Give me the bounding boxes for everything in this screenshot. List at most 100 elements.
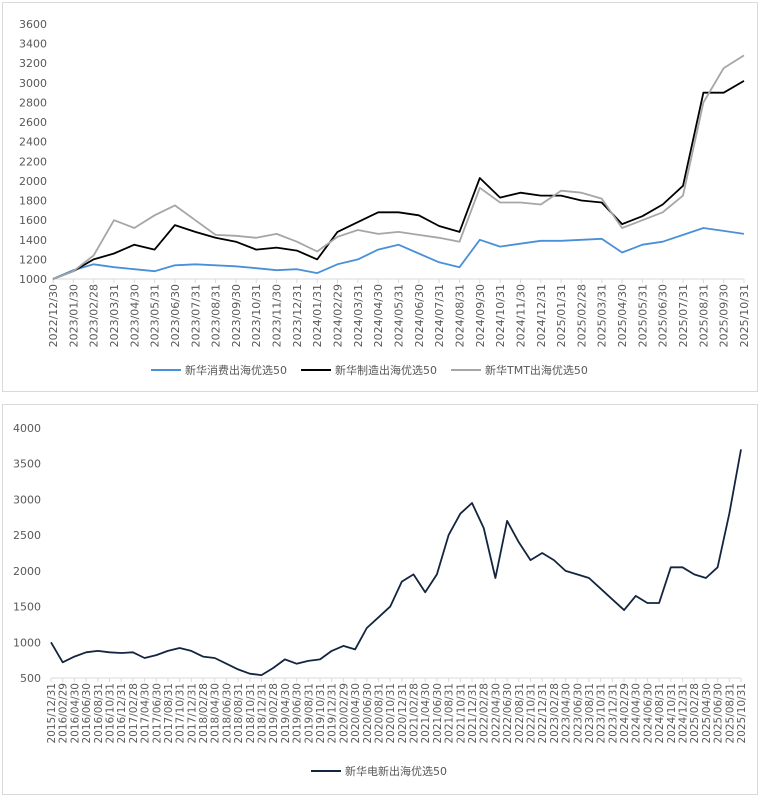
- series-line: [52, 227, 745, 280]
- x-tick-label: 2020/04/30: [350, 683, 362, 744]
- x-tick-label: 2022/12/31: [537, 683, 549, 744]
- x-tick-label: 2025/01/31: [555, 284, 568, 347]
- y-tick-label: 2200: [19, 155, 47, 168]
- x-tick-label: 2024/11/30: [514, 284, 527, 347]
- x-tick-label: 2019/06/30: [292, 683, 304, 744]
- y-tick-label: 1600: [19, 214, 47, 227]
- legend-swatch: [301, 369, 331, 371]
- x-tick-label: 2023/02/28: [88, 284, 101, 347]
- y-tick-label: 3400: [19, 38, 47, 51]
- x-tick-label: 2023/09/30: [230, 284, 243, 347]
- y-tick-label: 3000: [19, 77, 47, 90]
- x-tick-label: 2025/10/31: [736, 683, 748, 744]
- chart-top-svg: 1000 1200 1400 1600 1800 2000 2200 2400 2600 2800…: [19, 18, 751, 347]
- x-tick-label: 2023/03/31: [108, 284, 121, 347]
- x-tick-label: 2023/07/31: [189, 284, 202, 347]
- legend-swatch: [451, 369, 481, 371]
- legend-label: 新华电新出海优选50: [345, 765, 447, 778]
- x-tick-label: 2019/04/30: [280, 683, 292, 744]
- y-tick-label: 2600: [19, 116, 47, 129]
- x-tick-label: 2019/12/31: [327, 683, 339, 744]
- chart-panel-bottom: 500 1000 1500 2000 2500 3000 3500 4000 2015/12/3…: [2, 404, 758, 795]
- x-tick-label: 2017/04/30: [140, 683, 152, 744]
- x-tick-label: 2024/12/31: [678, 683, 690, 744]
- series-line: [52, 54, 745, 280]
- x-tick-label: 2025/07/31: [677, 284, 690, 347]
- x-tick-label: 2022/12/30: [47, 284, 60, 347]
- x-tick-label: 2024/12/31: [535, 284, 548, 347]
- x-tick-label: 2025/10/31: [738, 284, 751, 347]
- x-tick-label: 2023/08/31: [210, 284, 223, 347]
- y-tick-label: 1500: [13, 601, 41, 614]
- x-tick-label: 2025/05/31: [636, 284, 649, 347]
- x-tick-label: 2024/09/30: [474, 284, 487, 347]
- x-tick-label: 2023/05/31: [149, 284, 162, 347]
- legend-item: 新华消费出海优选50: [151, 362, 287, 378]
- chart-panel-top: 1000 1200 1400 1600 1800 2000 2200 2400 2600 2800…: [2, 2, 758, 392]
- x-tick-label: 2025/04/30: [701, 683, 713, 744]
- x-tick-label: 2025/08/31: [724, 683, 736, 744]
- x-tick-label: 2021/12/31: [467, 683, 479, 744]
- x-tick-label: 2024/08/31: [453, 284, 466, 347]
- x-tick-label: 2020/02/29: [338, 683, 350, 744]
- x-tick-label: 2016/08/31: [93, 683, 105, 744]
- x-tick-label: 2021/08/31: [444, 683, 456, 744]
- x-tick-label: 2019/02/28: [268, 683, 280, 744]
- x-tick-label: 2016/06/30: [81, 683, 93, 744]
- legend-item: 新华TMT出海优选50: [451, 362, 588, 378]
- x-tick-label: 2022/10/31: [525, 683, 537, 744]
- x-tick-label: 2016/12/31: [116, 683, 128, 744]
- y-tick-label: 3500: [13, 458, 41, 471]
- x-tick-label: 2024/04/30: [372, 284, 385, 347]
- x-tick-label: 2023/12/31: [607, 683, 619, 744]
- y-tick-label: 1200: [19, 253, 47, 266]
- x-tick-label: 2018/02/28: [198, 683, 210, 744]
- legend-item: 新华制造出海优选50: [301, 362, 437, 378]
- x-tick-label: 2024/10/31: [666, 683, 678, 744]
- x-tick-label: 2017/06/30: [151, 683, 163, 744]
- y-tick-label: 3600: [19, 18, 47, 31]
- y-tick-label: 1000: [19, 273, 47, 286]
- x-tick-label: 2024/01/31: [311, 284, 324, 347]
- legend-item: 新华电新出海优选50: [311, 763, 447, 779]
- x-tick-label: 2024/04/30: [631, 683, 643, 744]
- x-tick-label: 2023/10/31: [250, 284, 263, 347]
- x-tick-label: 2024/02/29: [619, 683, 631, 744]
- legend-label: 新华TMT出海优选50: [485, 364, 588, 377]
- x-tick-label: 2024/06/30: [642, 683, 654, 744]
- x-tick-label: 2018/08/31: [233, 683, 245, 744]
- y-tick-label: 1400: [19, 234, 47, 247]
- y-tick-label: 2800: [19, 96, 47, 109]
- x-tick-label: 2025/04/30: [616, 284, 629, 347]
- x-tick-label: 2025/09/30: [718, 284, 731, 347]
- x-tick-label: 2015/12/31: [46, 683, 58, 744]
- x-tick-label: 2021/04/30: [420, 683, 432, 744]
- x-tick-label: 2022/06/30: [502, 683, 514, 744]
- y-tick-label: 2500: [13, 529, 41, 542]
- x-tick-label: 2024/05/31: [393, 284, 406, 347]
- x-tick-label: 2022/02/28: [479, 683, 491, 744]
- legend-label: 新华消费出海优选50: [185, 364, 287, 377]
- y-tick-label: 3200: [19, 57, 47, 70]
- y-tick-label: 500: [20, 672, 41, 685]
- x-tick-label: 2023/04/30: [128, 284, 141, 347]
- x-tick-label: 2023/10/31: [596, 683, 608, 744]
- x-tick-label: 2020/12/31: [397, 683, 409, 744]
- x-tick-label: 2025/03/31: [596, 284, 609, 347]
- x-tick-label: 2018/04/30: [210, 683, 222, 744]
- y-tick-label: 3000: [13, 493, 41, 506]
- legend-label: 新华制造出海优选50: [335, 364, 437, 377]
- y-tick-label: 2400: [19, 136, 47, 149]
- x-tick-label: 2024/07/31: [433, 284, 446, 347]
- x-tick-label: 2022/04/30: [490, 683, 502, 744]
- x-tick-label: 2020/06/30: [362, 683, 374, 744]
- x-tick-label: 2016/10/31: [104, 683, 116, 744]
- x-tick-label: 2024/10/31: [494, 284, 507, 347]
- x-tick-label: 2023/06/30: [572, 683, 584, 744]
- x-tick-label: 2023/02/28: [549, 683, 561, 744]
- x-tick-label: 2017/10/31: [175, 683, 187, 744]
- series-line: [52, 80, 745, 280]
- x-tick-label: 2024/03/31: [352, 284, 365, 347]
- x-tick-label: 2025/08/31: [697, 284, 710, 347]
- x-tick-label: 2023/08/31: [584, 683, 596, 744]
